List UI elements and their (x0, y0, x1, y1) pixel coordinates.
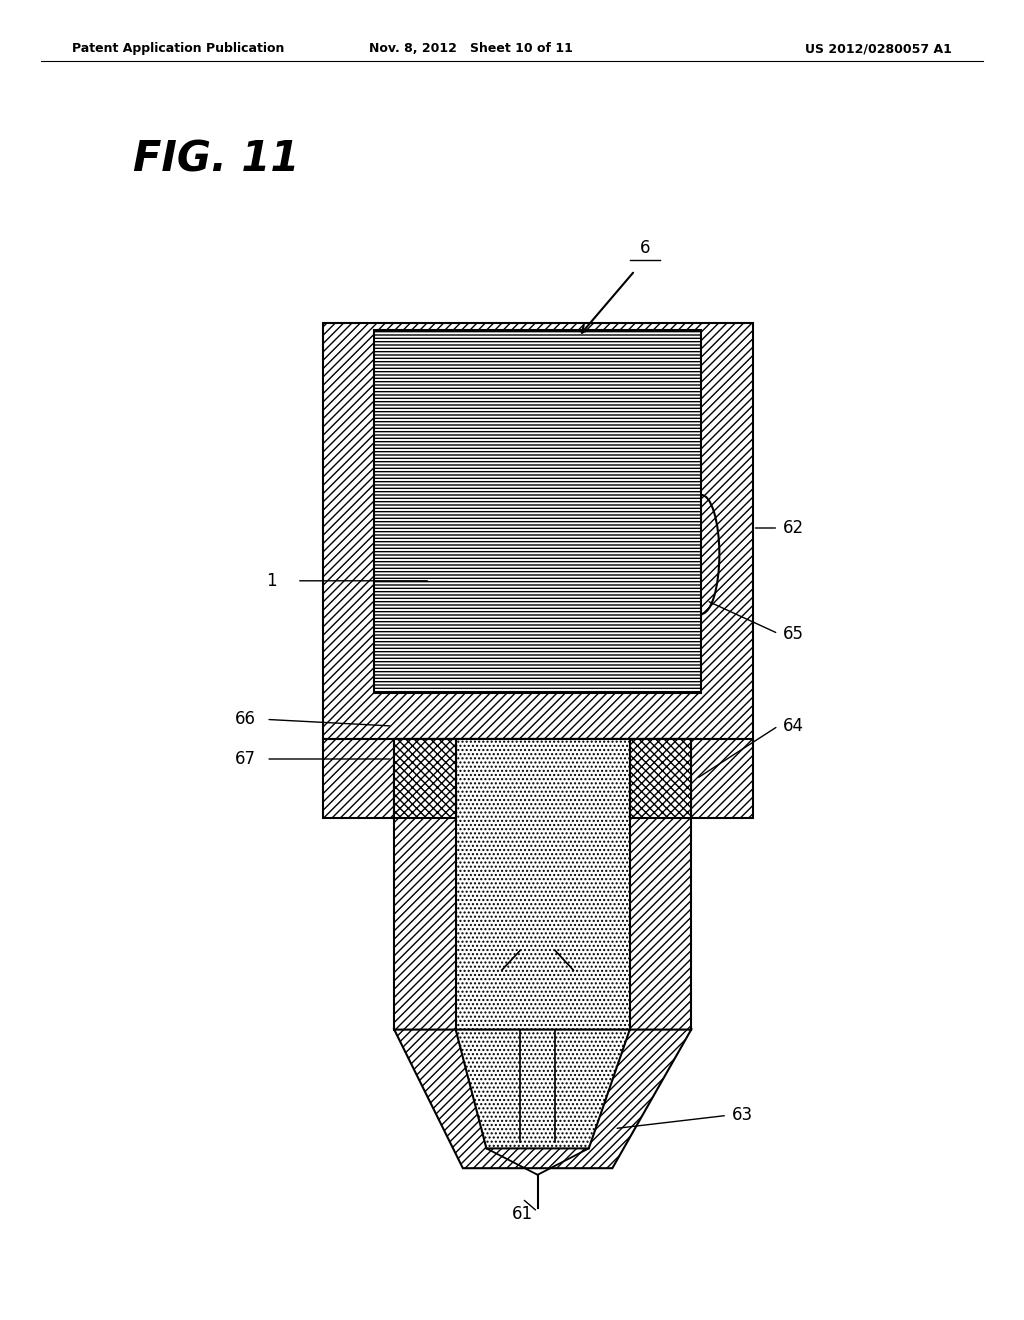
Bar (394, 739, 456, 818)
Bar (394, 739, 691, 1030)
Bar (323, 739, 753, 818)
Text: 62: 62 (783, 519, 805, 537)
Text: US 2012/0280057 A1: US 2012/0280057 A1 (806, 42, 952, 55)
Polygon shape (456, 1030, 630, 1148)
Text: 1: 1 (266, 572, 276, 590)
Bar (456, 739, 630, 1030)
Text: 67: 67 (234, 750, 256, 768)
Text: 65: 65 (783, 624, 805, 643)
Text: 61: 61 (512, 1205, 532, 1224)
Text: Patent Application Publication: Patent Application Publication (72, 42, 284, 55)
Text: 6: 6 (640, 239, 650, 257)
Text: Nov. 8, 2012   Sheet 10 of 11: Nov. 8, 2012 Sheet 10 of 11 (369, 42, 573, 55)
Text: 64: 64 (783, 717, 805, 735)
Bar (323, 323, 753, 739)
Bar (374, 330, 701, 693)
Text: 63: 63 (732, 1106, 754, 1125)
Polygon shape (394, 1030, 691, 1168)
Text: FIG. 11: FIG. 11 (133, 139, 299, 181)
Text: 66: 66 (234, 710, 256, 729)
Bar (630, 739, 691, 818)
